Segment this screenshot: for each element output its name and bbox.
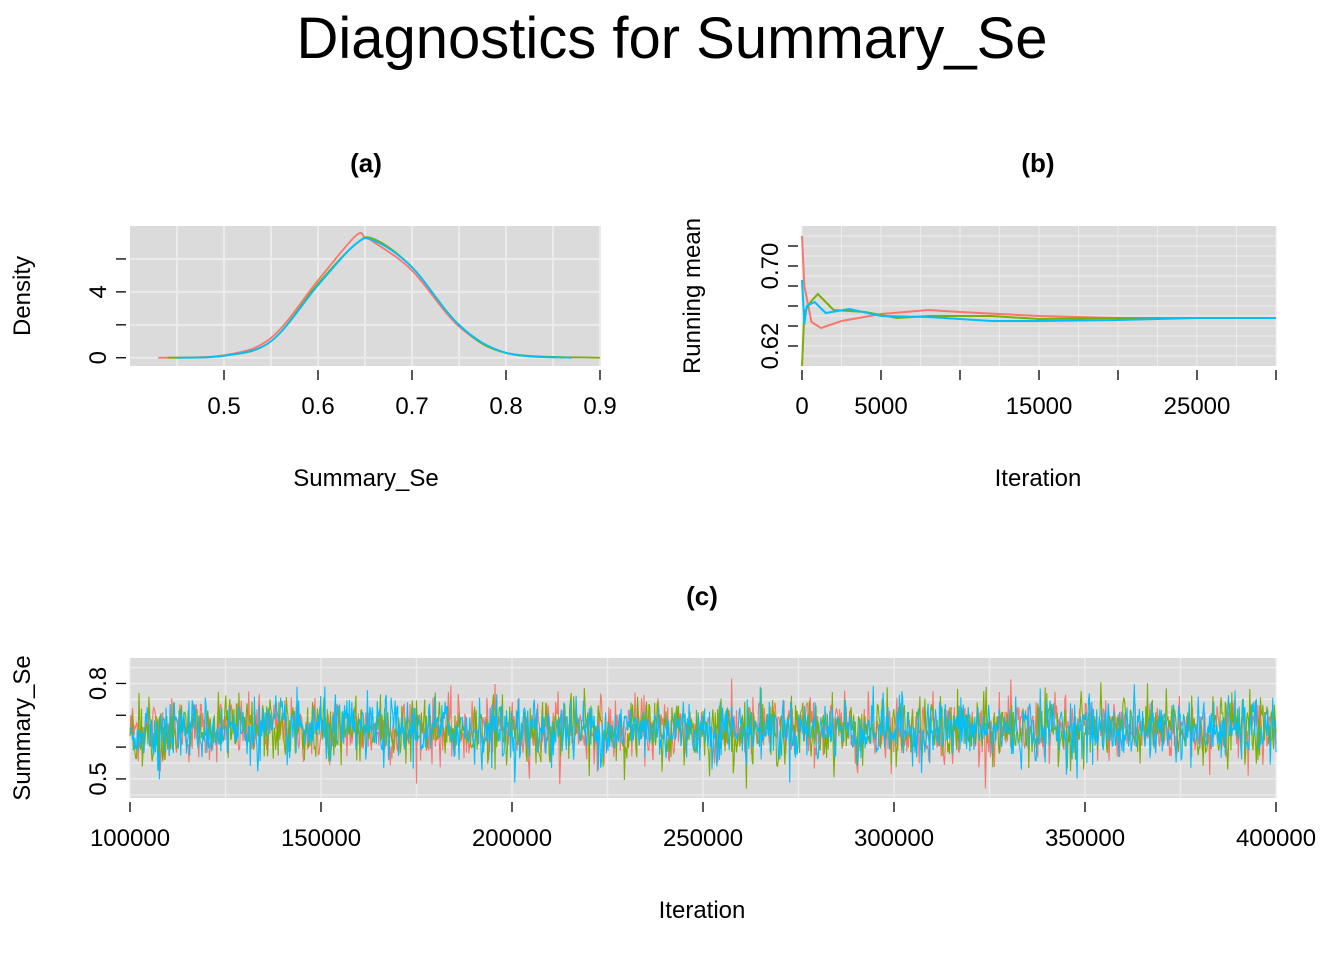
y-tick-label: 4 [85,285,112,298]
y-tick-label: 0.62 [757,323,784,370]
panel-c-title: (c) [686,581,718,611]
x-tick-label: 0.7 [395,393,428,420]
panel-b-ylabel: Running mean [679,218,706,374]
x-tick-label: 0.9 [583,393,616,420]
trace-line-chain-3 [129,684,1277,783]
running-mean-line-chain-2 [801,292,1276,367]
panel-a-density: (a) Summary_Se Density 0.5 0.6 0.7 0.8 0.9 0… [9,148,617,492]
density-line-chain-3 [176,237,572,359]
panel-a-title: (a) [350,148,382,178]
running-mean-line-chain-3 [801,279,1276,325]
x-tick-label: 0.8 [489,393,522,420]
panel-c-ylabel: Summary_Se [9,655,36,800]
x-tick-label: 300000 [854,825,934,852]
x-tick-label: 5000 [854,393,907,420]
panel-b-xlabel: Iteration [995,465,1082,492]
figure-title: Diagnostics for Summary_Se [296,6,1047,71]
x-tick-label: 350000 [1045,825,1125,852]
x-tick-label: 15000 [1006,393,1073,420]
panel-c-trace: (c) Iteration Summary_Se 100000 150000 200… [9,581,1316,924]
x-tick-label: 250000 [663,825,743,852]
y-tick-label: 0.5 [85,762,112,795]
x-tick-label: 0.6 [301,393,334,420]
panel-a-xlabel: Summary_Se [293,465,438,492]
y-tick-label: 0 [85,351,112,364]
panel-b-title: (b) [1021,148,1054,178]
y-tick-label: 0.70 [757,243,784,290]
y-tick-label: 0.8 [85,667,112,700]
x-tick-label: 200000 [472,825,552,852]
x-tick-label: 100000 [90,825,170,852]
x-tick-label: 400000 [1236,825,1316,852]
x-tick-label: 0.5 [207,393,240,420]
x-tick-label: 150000 [281,825,361,852]
x-tick-label: 25000 [1164,393,1231,420]
panel-a-ylabel: Density [9,256,36,336]
panel-b-running-mean: (b) Iteration Running mean 0 5000 15000 250… [679,148,1277,492]
x-tick-label: 0 [795,393,808,420]
panel-c-xlabel: Iteration [659,897,746,924]
